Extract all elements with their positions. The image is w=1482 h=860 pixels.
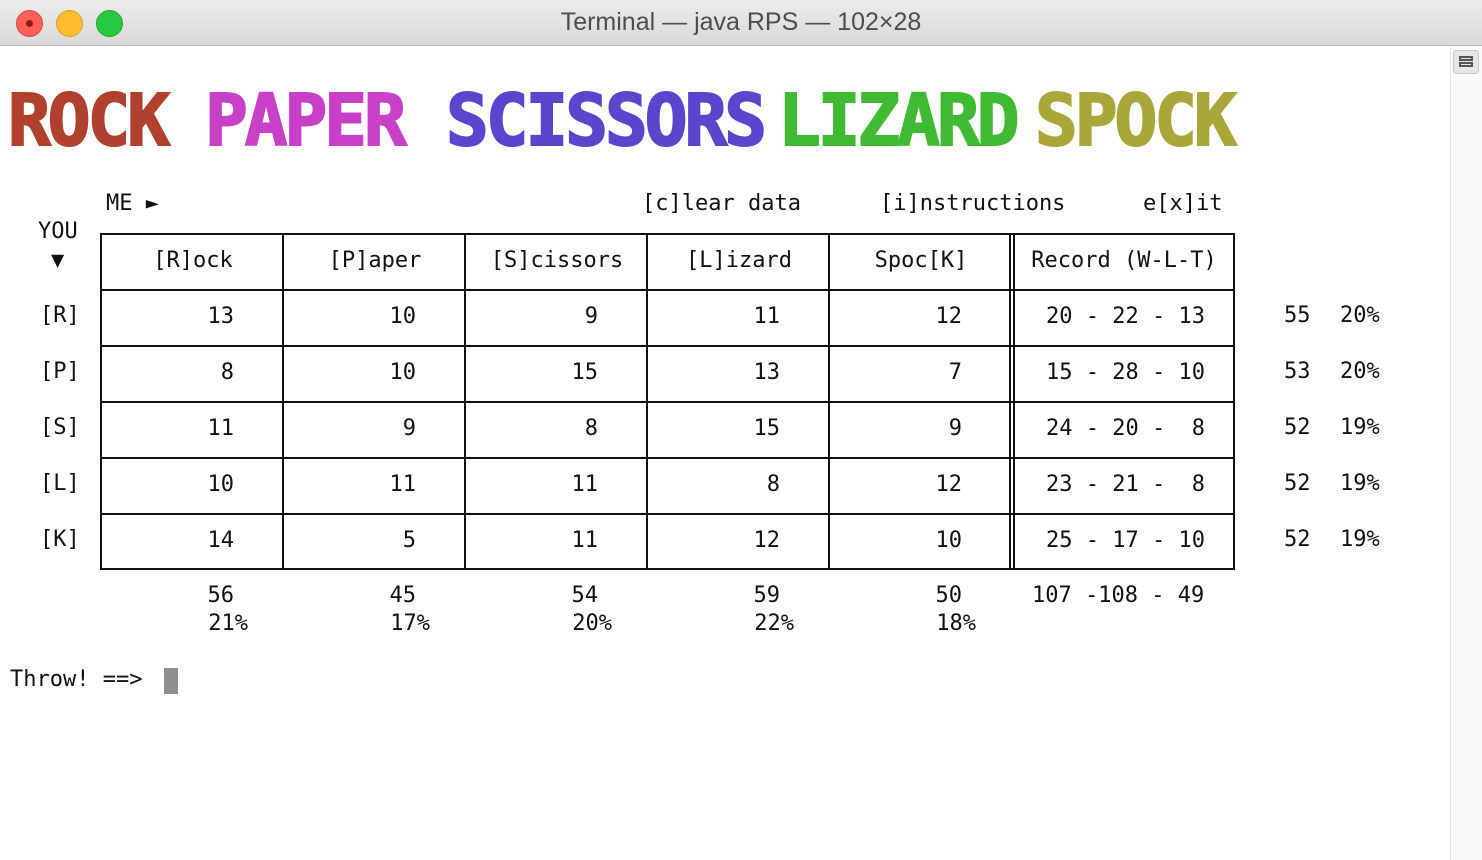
row-total-count: 53	[1284, 359, 1311, 384]
column-total-count: 50	[935, 583, 963, 608]
column-divider	[282, 235, 284, 568]
row-label-paper: [P]	[40, 359, 80, 384]
table-cell: 10	[935, 528, 963, 553]
row-total-count: 52	[1284, 527, 1311, 552]
down-arrow-icon: ▼	[51, 248, 65, 273]
text-cursor[interactable]	[164, 668, 178, 694]
row-divider	[102, 457, 1233, 459]
table-cell: 12	[935, 472, 963, 497]
row-divider	[102, 513, 1233, 515]
title-bar: Terminal — java RPS — 102×28	[0, 0, 1482, 46]
table-cell: 8	[220, 360, 234, 385]
record-cell: 23 - 21 - 8	[1046, 472, 1205, 497]
row-total-count: 55	[1284, 303, 1311, 328]
table-cell: 11	[571, 472, 599, 497]
column-total-count: 56	[207, 583, 235, 608]
record-cell: 24 - 20 - 8	[1046, 416, 1205, 441]
table-cell: 11	[207, 416, 235, 441]
close-window-button[interactable]	[16, 10, 43, 37]
header-paper: [P]aper	[328, 248, 422, 273]
row-total-count: 52	[1284, 471, 1311, 496]
row-label-scissors: [S]	[40, 415, 80, 440]
table-cell: 12	[935, 304, 963, 329]
table-cell: 9	[402, 416, 416, 441]
table-cell: 8	[584, 416, 598, 441]
banner-word-spock: SPOCK	[1034, 79, 1238, 162]
table-cell: 10	[207, 472, 235, 497]
table-cell: 9	[584, 304, 598, 329]
table-cell: 13	[207, 304, 235, 329]
minimize-window-button[interactable]	[56, 10, 83, 37]
header-rock: [R]ock	[153, 248, 233, 273]
row-total-percent: 19%	[1340, 415, 1380, 440]
table-cell: 9	[948, 416, 962, 441]
exit-option: e[x]it	[1143, 191, 1223, 216]
record-total: 107 -108 - 49	[1032, 583, 1205, 608]
banner-word-paper: PAPER	[204, 79, 408, 162]
column-total-percent: 22%	[754, 611, 794, 636]
record-cell: 15 - 28 - 10	[1046, 360, 1205, 385]
table-cell: 8	[766, 472, 780, 497]
column-divider	[1013, 235, 1015, 568]
banner-word-scissors: SCISSORS	[445, 79, 768, 162]
row-total-percent: 20%	[1340, 303, 1380, 328]
table-cell: 7	[948, 360, 962, 385]
column-total-count: 59	[753, 583, 781, 608]
column-divider	[1009, 235, 1011, 568]
table-cell: 15	[753, 416, 781, 441]
banner-word-lizard: LIZARD	[777, 79, 1020, 162]
row-total-percent: 19%	[1340, 527, 1380, 552]
column-total-count: 54	[571, 583, 599, 608]
terminal-content[interactable]: ROCK PAPER SCISSORS LIZARD SPOCK ME ► [c…	[0, 46, 1450, 860]
instructions-option: [i]nstructions	[880, 191, 1066, 216]
column-total-percent: 21%	[208, 611, 248, 636]
row-divider	[102, 401, 1233, 403]
clear-data-option: [c]lear data	[642, 191, 801, 216]
zoom-window-button[interactable]	[96, 10, 123, 37]
column-total-count: 45	[389, 583, 417, 608]
row-total-count: 52	[1284, 415, 1311, 440]
column-divider	[828, 235, 830, 568]
row-label-lizard: [L]	[40, 471, 80, 496]
record-cell: 25 - 17 - 10	[1046, 528, 1205, 553]
row-divider	[102, 289, 1233, 291]
table-cell: 13	[753, 360, 781, 385]
header-spock: Spoc[K]	[874, 248, 968, 273]
window-title: Terminal — java RPS — 102×28	[560, 8, 922, 36]
row-total-percent: 20%	[1340, 359, 1380, 384]
column-total-percent: 18%	[936, 611, 976, 636]
column-total-percent: 17%	[390, 611, 430, 636]
column-divider	[464, 235, 466, 568]
table-cell: 11	[571, 528, 599, 553]
split-pane-icon[interactable]	[1453, 50, 1479, 74]
column-divider	[646, 235, 648, 568]
vertical-scrollbar[interactable]	[1450, 46, 1482, 860]
column-total-percent: 20%	[572, 611, 612, 636]
results-table: [R]ock [P]aper [S]cissors [L]izard Spoc[…	[100, 233, 1235, 570]
header-lizard: [L]izard	[686, 248, 792, 273]
you-label: YOU	[38, 219, 78, 244]
banner-word-rock: ROCK	[7, 79, 171, 162]
table-cell: 5	[402, 528, 416, 553]
table-cell: 10	[389, 304, 417, 329]
row-label-rock: [R]	[40, 303, 80, 328]
table-cell: 11	[389, 472, 417, 497]
table-cell: 12	[753, 528, 781, 553]
table-cell: 15	[571, 360, 599, 385]
row-total-percent: 19%	[1340, 471, 1380, 496]
record-cell: 20 - 22 - 13	[1046, 304, 1205, 329]
header-record: Record (W-L-T)	[1031, 248, 1217, 273]
header-scissors: [S]cissors	[490, 248, 624, 273]
table-cell: 14	[207, 528, 235, 553]
table-cell: 10	[389, 360, 417, 385]
row-label-spock: [K]	[40, 527, 80, 552]
row-divider	[102, 345, 1233, 347]
table-cell: 11	[753, 304, 781, 329]
me-label: ME ►	[106, 191, 159, 216]
throw-prompt: Throw! ==>	[10, 667, 143, 692]
